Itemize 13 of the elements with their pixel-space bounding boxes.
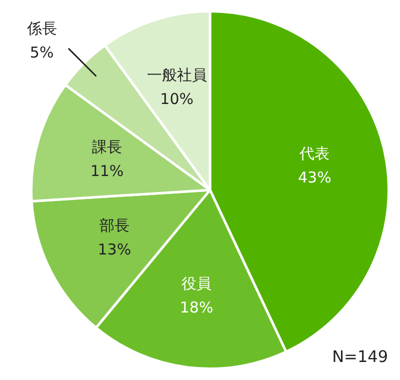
slice-label: 部長 [99, 216, 130, 235]
data-label: 18% [180, 298, 214, 316]
data-label: 11% [90, 162, 124, 180]
slice-label: 代表 [298, 144, 330, 162]
text: N=149 [332, 347, 388, 366]
slice-label: 一般社員 [146, 66, 207, 84]
slice-label: 役員 [182, 274, 212, 292]
data-label: 13% [98, 240, 132, 259]
data-label: 43% [298, 168, 332, 186]
data-label: 10% [160, 90, 194, 108]
slice-label: 係長 [26, 20, 57, 38]
slice-label: 課長 [92, 138, 122, 156]
data-label: 5% [30, 44, 54, 62]
